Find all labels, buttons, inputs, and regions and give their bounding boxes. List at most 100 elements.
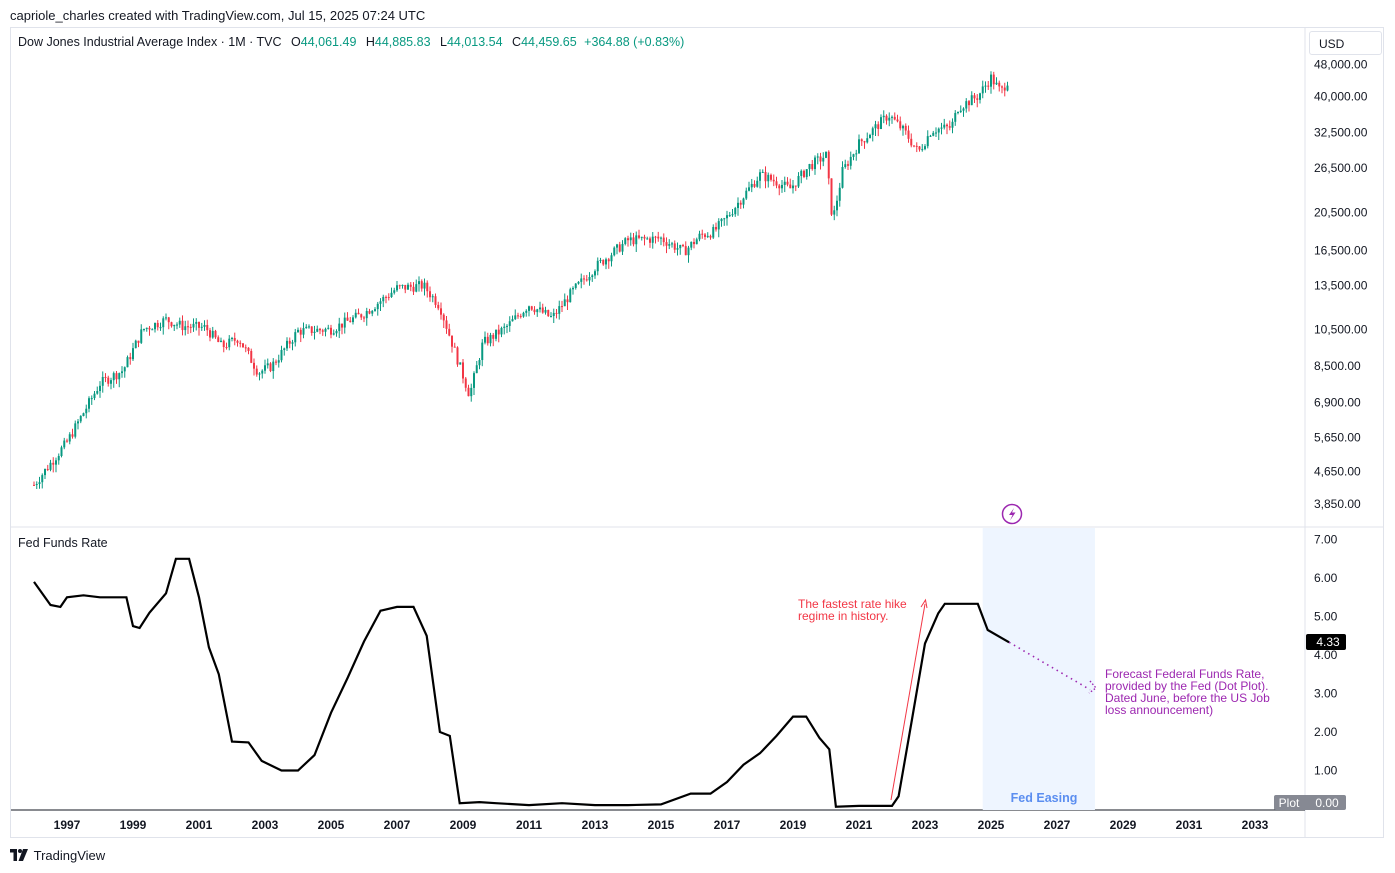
- time-tick-label: 2021: [846, 818, 873, 832]
- candle-body: [453, 346, 456, 348]
- candle-body: [866, 138, 869, 143]
- candle-body: [583, 278, 585, 280]
- candle-body: [858, 139, 860, 154]
- candle-body: [687, 247, 690, 256]
- candle-body: [1006, 85, 1009, 91]
- candle-body: [104, 376, 107, 378]
- candle-body: [712, 226, 715, 238]
- price-tick-label: 8,500.00: [1314, 359, 1361, 373]
- candle-body: [143, 328, 145, 330]
- candle-body: [987, 85, 990, 87]
- candle-body: [338, 323, 341, 332]
- rate-hike-note-line1: The fastest rate hike: [798, 597, 907, 611]
- symbol-title: Dow Jones Industrial Average Index · 1M …: [18, 35, 282, 49]
- candle-body: [473, 373, 475, 388]
- candle-body: [885, 115, 888, 121]
- candle-body: [184, 326, 187, 331]
- candle-body: [825, 151, 827, 158]
- fed-funds-rate-line: [33, 557, 1010, 808]
- candle-body: [55, 460, 57, 465]
- candle-body: [481, 342, 484, 361]
- candle-body: [651, 236, 654, 243]
- candle-body: [310, 326, 313, 334]
- currency-selector[interactable]: USD: [1309, 31, 1382, 55]
- time-tick-label: 2027: [1044, 818, 1071, 832]
- candle-body: [60, 447, 63, 457]
- candle-body: [321, 330, 324, 332]
- candle-body: [1003, 87, 1006, 91]
- candle-body: [228, 338, 231, 348]
- candle-body: [302, 328, 305, 335]
- time-tick-label: 1997: [54, 818, 81, 832]
- candle-body: [244, 347, 247, 349]
- candle-body: [924, 146, 926, 150]
- candlestick-series: [33, 71, 1009, 490]
- candle-body: [896, 119, 899, 122]
- candle-body: [110, 380, 112, 384]
- candle-body: [940, 127, 943, 129]
- candle-body: [162, 318, 165, 328]
- candle-body: [137, 340, 140, 343]
- candle-body: [423, 282, 426, 289]
- candle-body: [151, 329, 154, 331]
- candle-body: [915, 145, 918, 147]
- candle-body: [409, 284, 412, 287]
- candle-body: [503, 326, 506, 328]
- candle-body: [932, 132, 935, 136]
- rate-hike-note-line2: regime in history.: [798, 609, 888, 623]
- candle-body: [272, 361, 275, 372]
- candle-body: [882, 115, 885, 118]
- forecast-rate-dotted-line: [1008, 641, 1091, 691]
- candle-body: [827, 151, 830, 179]
- candle-body: [781, 184, 783, 189]
- candle-body: [90, 398, 93, 400]
- candle-body: [327, 327, 330, 329]
- candle-body: [156, 322, 159, 328]
- candle-body: [745, 190, 748, 199]
- candle-body: [847, 164, 849, 166]
- candle-body: [35, 484, 38, 486]
- price-tick-label: 5,650.00: [1314, 430, 1361, 444]
- candle-body: [948, 126, 951, 128]
- candle-body: [74, 423, 77, 437]
- candle-body: [624, 238, 627, 244]
- forecast-note-line2: provided by the Fed (Dot Plot).: [1105, 679, 1268, 693]
- indicator-legend[interactable]: Fed Funds Rate: [18, 536, 108, 550]
- candle-body: [107, 377, 110, 384]
- candle-body: [607, 259, 610, 262]
- fed-easing-region: [982, 528, 1095, 810]
- candle-body: [330, 327, 332, 335]
- candle-body: [979, 93, 981, 100]
- candle-body: [324, 328, 327, 332]
- candle-body: [959, 110, 962, 113]
- lightning-icon[interactable]: [1001, 503, 1023, 525]
- candle-body: [77, 421, 79, 424]
- candle-body: [225, 347, 228, 349]
- candle-body: [445, 320, 448, 329]
- candle-body: [181, 320, 184, 331]
- symbol-legend[interactable]: Dow Jones Industrial Average Index · 1M …: [18, 35, 684, 49]
- candle-body: [544, 310, 547, 313]
- candle-body: [335, 331, 338, 334]
- time-tick-label: 2017: [714, 818, 741, 832]
- candle-body: [68, 434, 71, 442]
- candle-body: [242, 343, 244, 348]
- candle-body: [880, 117, 882, 129]
- candle-body: [992, 74, 995, 85]
- candle-body: [96, 391, 99, 394]
- candle-body: [852, 154, 855, 157]
- candle-body: [393, 290, 396, 293]
- candle-body: [550, 316, 552, 318]
- tradingview-logo[interactable]: TradingView: [10, 848, 105, 863]
- high-label: H: [365, 35, 375, 49]
- candle-body: [426, 282, 429, 292]
- candle-body: [610, 255, 613, 262]
- current-rate-badge: 4.33: [1316, 635, 1340, 649]
- candle-body: [759, 172, 761, 181]
- candle-body: [990, 74, 992, 87]
- candle-body: [660, 237, 662, 239]
- candle-body: [657, 236, 660, 239]
- candle-body: [690, 241, 693, 248]
- candle-body: [797, 175, 800, 187]
